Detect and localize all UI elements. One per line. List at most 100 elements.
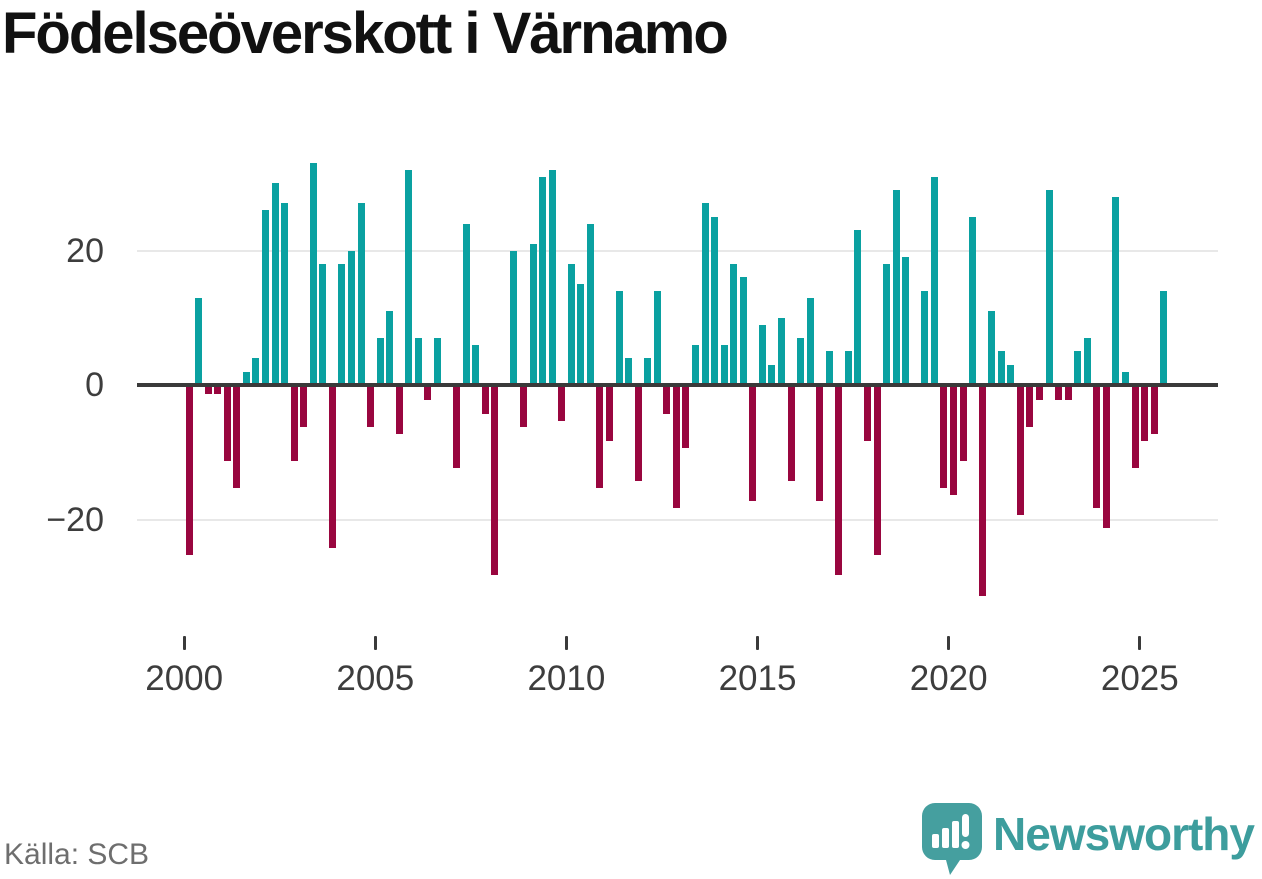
quarter-bar [223,387,231,461]
quarter-bar [720,344,728,385]
quarter-bar [701,203,709,385]
x-axis-tick-label: 2005 [336,659,415,698]
quarter-bar [634,387,642,482]
quarter-bar [854,230,862,385]
quarter-bar [300,387,308,428]
y-axis-tick-label: −20 [46,500,104,539]
quarter-bar [472,344,480,385]
quarter-bar [338,263,346,385]
quarter-bar [1007,364,1015,385]
quarter-bar [1035,387,1043,401]
quarter-bar [1112,196,1120,385]
quarter-bar [367,387,374,428]
quarter-bar [539,176,546,385]
quarter-bar [577,284,585,385]
quarter-bar [1121,371,1129,385]
quarter-bar [653,290,661,385]
x-axis-tick [182,636,186,650]
x-axis-tick [756,636,759,650]
quarter-bar [672,387,680,508]
quarter-bar [1093,387,1101,508]
quarter-bar [204,387,212,394]
quarter-bar [567,263,575,385]
quarter-bar [644,358,652,385]
quarter-bar [844,351,852,385]
quarter-bar [663,387,671,414]
quarter-bar [797,337,804,385]
quarter-bar [347,250,355,385]
x-axis-tick-label: 2010 [527,659,606,698]
quarter-bar [1141,387,1148,441]
quarter-bar [1102,387,1110,529]
brand-block: Newsworthy [921,802,1255,876]
quarter-bar [1016,387,1024,515]
quarter-bar [682,387,690,448]
y-axis-tick-label: 0 [85,366,104,404]
quarter-bar [873,387,881,556]
quarter-bar [816,387,824,502]
quarter-bar [835,387,843,576]
quarter-bar [959,387,967,461]
quarter-bar [787,387,795,482]
quarter-bar [395,387,403,435]
quarter-bar [252,358,260,385]
x-axis-tick [373,636,377,650]
quarter-bar [596,387,604,488]
quarter-bar [691,344,699,385]
quarter-bar [424,387,432,401]
quarter-bar [548,169,556,385]
quarter-bar [586,223,594,385]
quarter-bar [758,324,766,385]
y-gridline [137,249,1218,252]
quarter-bar [281,203,288,385]
quarter-bar [510,250,518,385]
quarter-bar [739,277,747,385]
quarter-bar [1131,387,1139,468]
quarter-bar [261,210,269,385]
quarter-bar [863,387,871,441]
y-gridline [137,518,1218,521]
quarter-bar [481,387,489,414]
x-axis-tick [947,636,951,650]
source-label: Källa: SCB [4,838,150,871]
quarter-bar [1083,337,1091,385]
quarter-bar [969,216,976,385]
x-axis-tick [564,636,568,650]
quarter-bar [1045,190,1053,385]
quarter-bar [940,387,948,488]
quarter-bar [883,263,890,385]
quarter-bar [519,387,527,428]
x-axis-tick-label: 2025 [1100,659,1179,698]
quarter-bar [185,387,193,556]
quarter-bar [949,387,957,495]
quarter-bar [997,351,1005,385]
brand-wordmark: Newsworthy [993,808,1255,860]
quarter-bar [825,351,833,385]
zero-baseline [137,383,1218,387]
quarter-bar [290,387,298,461]
quarter-bar [777,317,785,386]
quarter-bar [462,223,470,385]
quarter-bar [491,387,499,576]
quarter-bar [271,183,279,386]
quarter-bar [1160,290,1168,385]
quarter-bar [1064,387,1072,401]
quarter-bar [386,311,394,385]
quarter-bar [921,290,929,385]
quarter-bar [357,203,365,385]
quarter-bar [978,387,986,596]
quarter-bar [1074,351,1082,385]
quarter-bar [615,290,623,385]
y-axis-tick-label: 20 [66,231,104,270]
quarter-bar [1150,387,1158,435]
quarter-bar [195,297,202,385]
quarter-bar [988,311,996,385]
quarter-bar [892,190,900,385]
quarter-bar [768,364,776,385]
chart-title: Födelseöverskott i Värnamo [2,1,729,66]
newsworthy-logo-icon [922,803,983,875]
quarter-bar [625,358,632,385]
quarter-bar [806,297,814,385]
quarter-bar [319,263,327,385]
